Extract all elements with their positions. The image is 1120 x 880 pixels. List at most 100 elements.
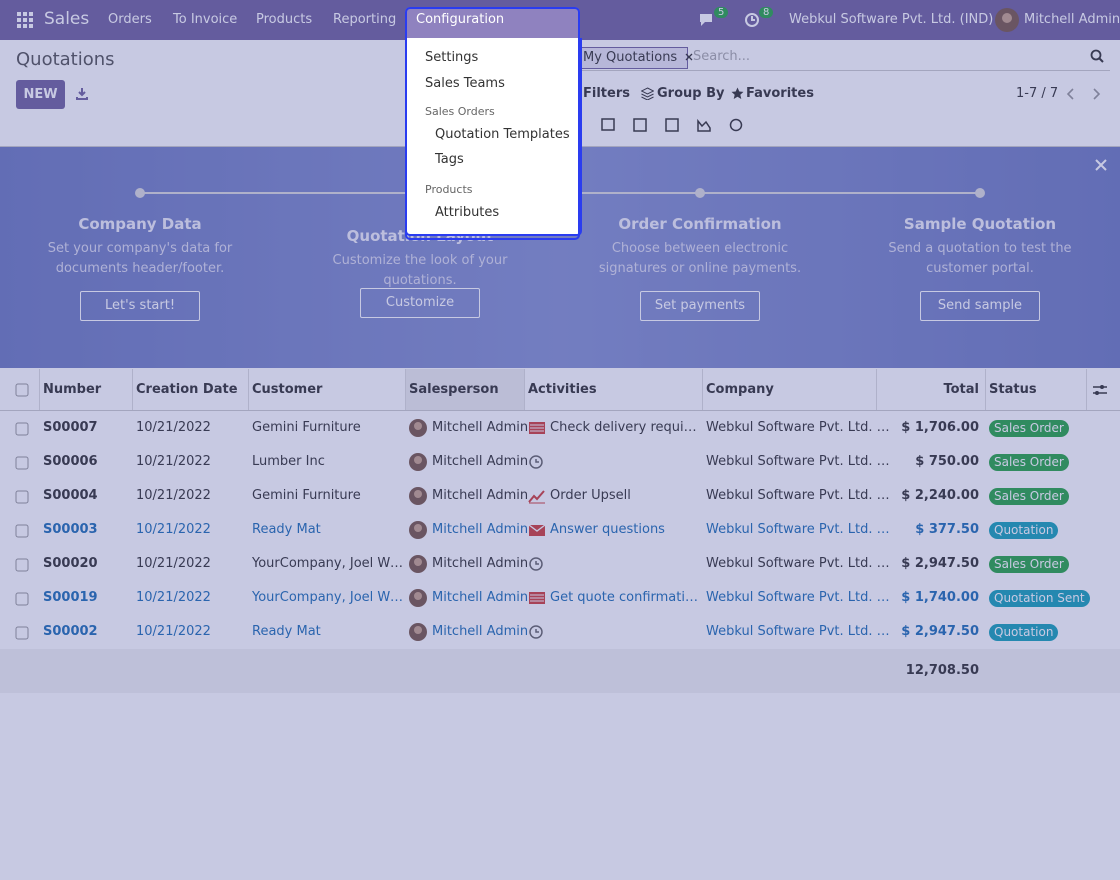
salesperson-avatar [409,453,427,475]
menu-item[interactable]: Reporting [333,12,397,27]
salesperson-avatar [409,419,427,441]
step-dot [975,188,985,198]
column-separator [876,369,877,410]
activity-icon-graphic [529,557,543,571]
salesperson-avatar-graphic [409,521,427,539]
step-description: Send a quotation to test the customer po… [888,241,1072,276]
column-header[interactable]: Creation Date [136,382,238,397]
group-by-toggle[interactable]: Group By [657,86,725,101]
view-switcher[interactable] [600,117,750,133]
activity-icon [528,522,546,542]
row-checkbox [15,422,29,440]
pager: 1-7 / 7 [1016,86,1059,101]
active-menu[interactable]: Configuration [405,7,580,40]
salesperson-avatar [409,521,427,543]
apps-icon[interactable] [17,12,33,28]
configuration-dropdown: Settings Sales Teams Sales Orders Quotation… [405,38,582,236]
activities-icon[interactable] [744,12,760,28]
step-button[interactable]: Send sample [920,291,1040,321]
search-underline [580,70,1110,71]
user-menu[interactable]: Mitchell Admin [1024,12,1120,27]
download-button[interactable] [75,87,89,101]
table-row[interactable]: S00019 10/21/2022 YourCompany, Joel Willis… [0,581,1120,616]
salesperson-avatar [409,589,427,611]
salesperson-avatar-graphic [409,419,427,437]
status-badge: Quotation [989,522,1059,539]
row-checkbox-graphic [15,626,29,640]
user-avatar[interactable] [995,8,1019,32]
salesperson-avatar [409,623,427,645]
search-button[interactable] [1090,49,1104,63]
optional-columns-graphic [1093,385,1107,395]
column-header[interactable]: Company [706,382,774,397]
filters-toggle[interactable]: Filters [583,86,630,101]
activity-icon-graphic [528,490,545,504]
activity-icon-graphic [529,592,545,604]
page-title: Quotations [16,49,115,70]
new-button[interactable]: NEW [16,80,65,109]
favorites-toggle[interactable]: Favorites [746,86,814,101]
search-facet[interactable]: My Quotations [580,47,693,69]
dropdown-item[interactable]: Attributes [435,205,500,220]
row-checkbox [15,456,29,474]
step-button[interactable]: Set payments [640,291,760,321]
row-checkbox [15,558,29,576]
messages-icon[interactable] [698,12,716,28]
facet-remove[interactable] [685,53,693,61]
app-name[interactable]: Sales [44,9,90,29]
pager-arrows[interactable] [1064,87,1104,101]
dropdown-item[interactable]: Quotation Templates [435,127,570,142]
column-header[interactable]: Customer [252,382,323,397]
select-all-graphic [15,383,29,397]
dropdown-item[interactable]: Sales Teams [425,76,505,91]
menu-item[interactable]: Orders [108,12,152,27]
navbar: Sales Orders To Invoice Products Reporti… [0,0,1120,40]
row-checkbox-graphic [15,524,29,538]
row-checkbox-graphic [15,592,29,606]
optional-columns [1092,383,1108,401]
row-checkbox-graphic [15,558,29,572]
column-separator [405,369,406,410]
column-separator [132,369,133,410]
step-dot [135,188,145,198]
table-row[interactable]: S00003 10/21/2022 Ready Mat Mitchell Admin A… [0,513,1120,548]
dropdown-header: Products [425,183,473,196]
menu-item[interactable]: To Invoice [173,12,238,27]
activity-icon [528,488,546,508]
column-header[interactable]: Total [943,382,979,397]
step-description: Choose between electronic signatures or … [598,241,802,276]
onboarding-banner: Company Data Set your company's data for … [0,147,1120,368]
column-separator [524,369,525,410]
column-header[interactable]: Number [43,382,102,397]
close-banner[interactable] [1095,159,1107,171]
group-by-icon [641,87,654,100]
status-badge: Sales Order [989,488,1069,505]
step-description: Customize the look of your quotations. [332,253,508,288]
column-header[interactable]: Status [989,382,1037,397]
menu-item[interactable]: Products [256,12,313,27]
search-input[interactable]: Search... [693,49,751,64]
company-switcher[interactable]: Webkul Software Pvt. Ltd. (IND) [789,12,994,27]
row-checkbox-graphic [15,422,29,436]
row-checkbox-graphic [15,456,29,470]
row-checkbox-graphic [15,490,29,504]
table-row[interactable]: S00004 10/21/2022 Gemini Furniture Mitchell… [0,479,1120,514]
table-header: Number Creation Date Customer Salesperson Ac… [0,369,1120,411]
step-button[interactable]: Customize [360,288,480,318]
salesperson-avatar [409,487,427,509]
table-row[interactable]: S00020 10/21/2022 YourCompany, Joel Willis… [0,547,1120,582]
column-header[interactable]: Activities [528,382,597,397]
table-row[interactable]: S00007 10/21/2022 Gemini Furniture Mitchell… [0,411,1120,446]
dropdown-item[interactable]: Settings [425,50,479,65]
status-badge: Sales Order [989,420,1069,437]
status-badge: Sales Order [989,454,1069,471]
dropdown-item[interactable]: Tags [435,152,464,167]
status-badge: Quotation [989,624,1059,641]
row-checkbox [15,490,29,508]
step-button[interactable]: Let's start! [80,291,200,321]
step-title: Sample Quotation [903,215,1057,233]
menu-item[interactable]: Configuration [416,12,505,27]
column-header[interactable]: Salesperson [409,382,499,397]
salesperson-avatar [409,555,427,577]
